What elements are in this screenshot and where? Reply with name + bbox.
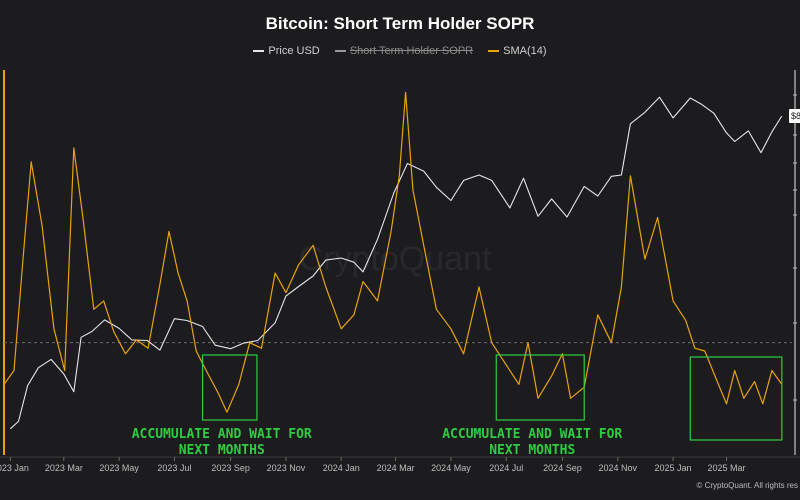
annotation-line2: NEXT MONTHS [489, 443, 575, 458]
x-tick-label: 2024 Sep [543, 463, 582, 473]
series-line-price-usd[interactable] [9, 96, 783, 430]
legend-swatch-sma [488, 50, 500, 52]
annotation-line1: ACCUMULATE AND WAIT FOR [442, 427, 622, 442]
price-tag-text: $8 [791, 111, 800, 121]
legend-item-sma[interactable]: SMA(14) [488, 45, 547, 57]
legend-item-price[interactable]: Price USD [253, 45, 320, 57]
x-tick-label: 2024 Jul [489, 463, 523, 473]
chart-title: Bitcoin: Short Term Holder SOPR [265, 14, 535, 33]
x-tick-label: 2025 Jan [655, 463, 692, 473]
x-tick-label: 2024 Nov [598, 463, 637, 473]
legend-swatch-price [253, 50, 265, 52]
legend: Price USD Short Term Holder SOPR SMA(14) [0, 43, 800, 57]
x-tick-label: 2023 Nov [267, 463, 306, 473]
x-tick-label: 2023 Jan [0, 463, 29, 473]
x-tick-label: 2023 Mar [45, 463, 83, 473]
legend-swatch-sopr [334, 50, 346, 52]
legend-label-sma: SMA(14) [503, 45, 547, 57]
legend-item-sopr[interactable]: Short Term Holder SOPR [334, 45, 474, 57]
watermark-text: CryptoQuant [299, 240, 492, 278]
accumulation-box [201, 354, 258, 421]
series-line-sma-14-[interactable] [3, 91, 783, 413]
x-tick-label: 2024 May [431, 463, 471, 473]
credit-text: © CryptoQuant. All rights res [697, 481, 799, 490]
accumulation-box [689, 356, 783, 441]
x-tick-label: 2023 May [99, 463, 139, 473]
x-tick-label: 2024 Mar [377, 463, 415, 473]
annotation-line2: NEXT MONTHS [179, 443, 265, 458]
legend-label-price: Price USD [268, 45, 320, 57]
legend-label-sopr: Short Term Holder SOPR [349, 45, 474, 57]
annotation-line1: ACCUMULATE AND WAIT FOR [132, 427, 312, 442]
x-tick-label: 2024 Jan [323, 463, 360, 473]
x-tick-label: 2023 Jul [157, 463, 191, 473]
accumulation-box [495, 354, 585, 421]
x-tick-label: 2025 Mar [708, 463, 746, 473]
price-tag [789, 109, 800, 124]
x-tick-label: 2023 Sep [211, 463, 250, 473]
